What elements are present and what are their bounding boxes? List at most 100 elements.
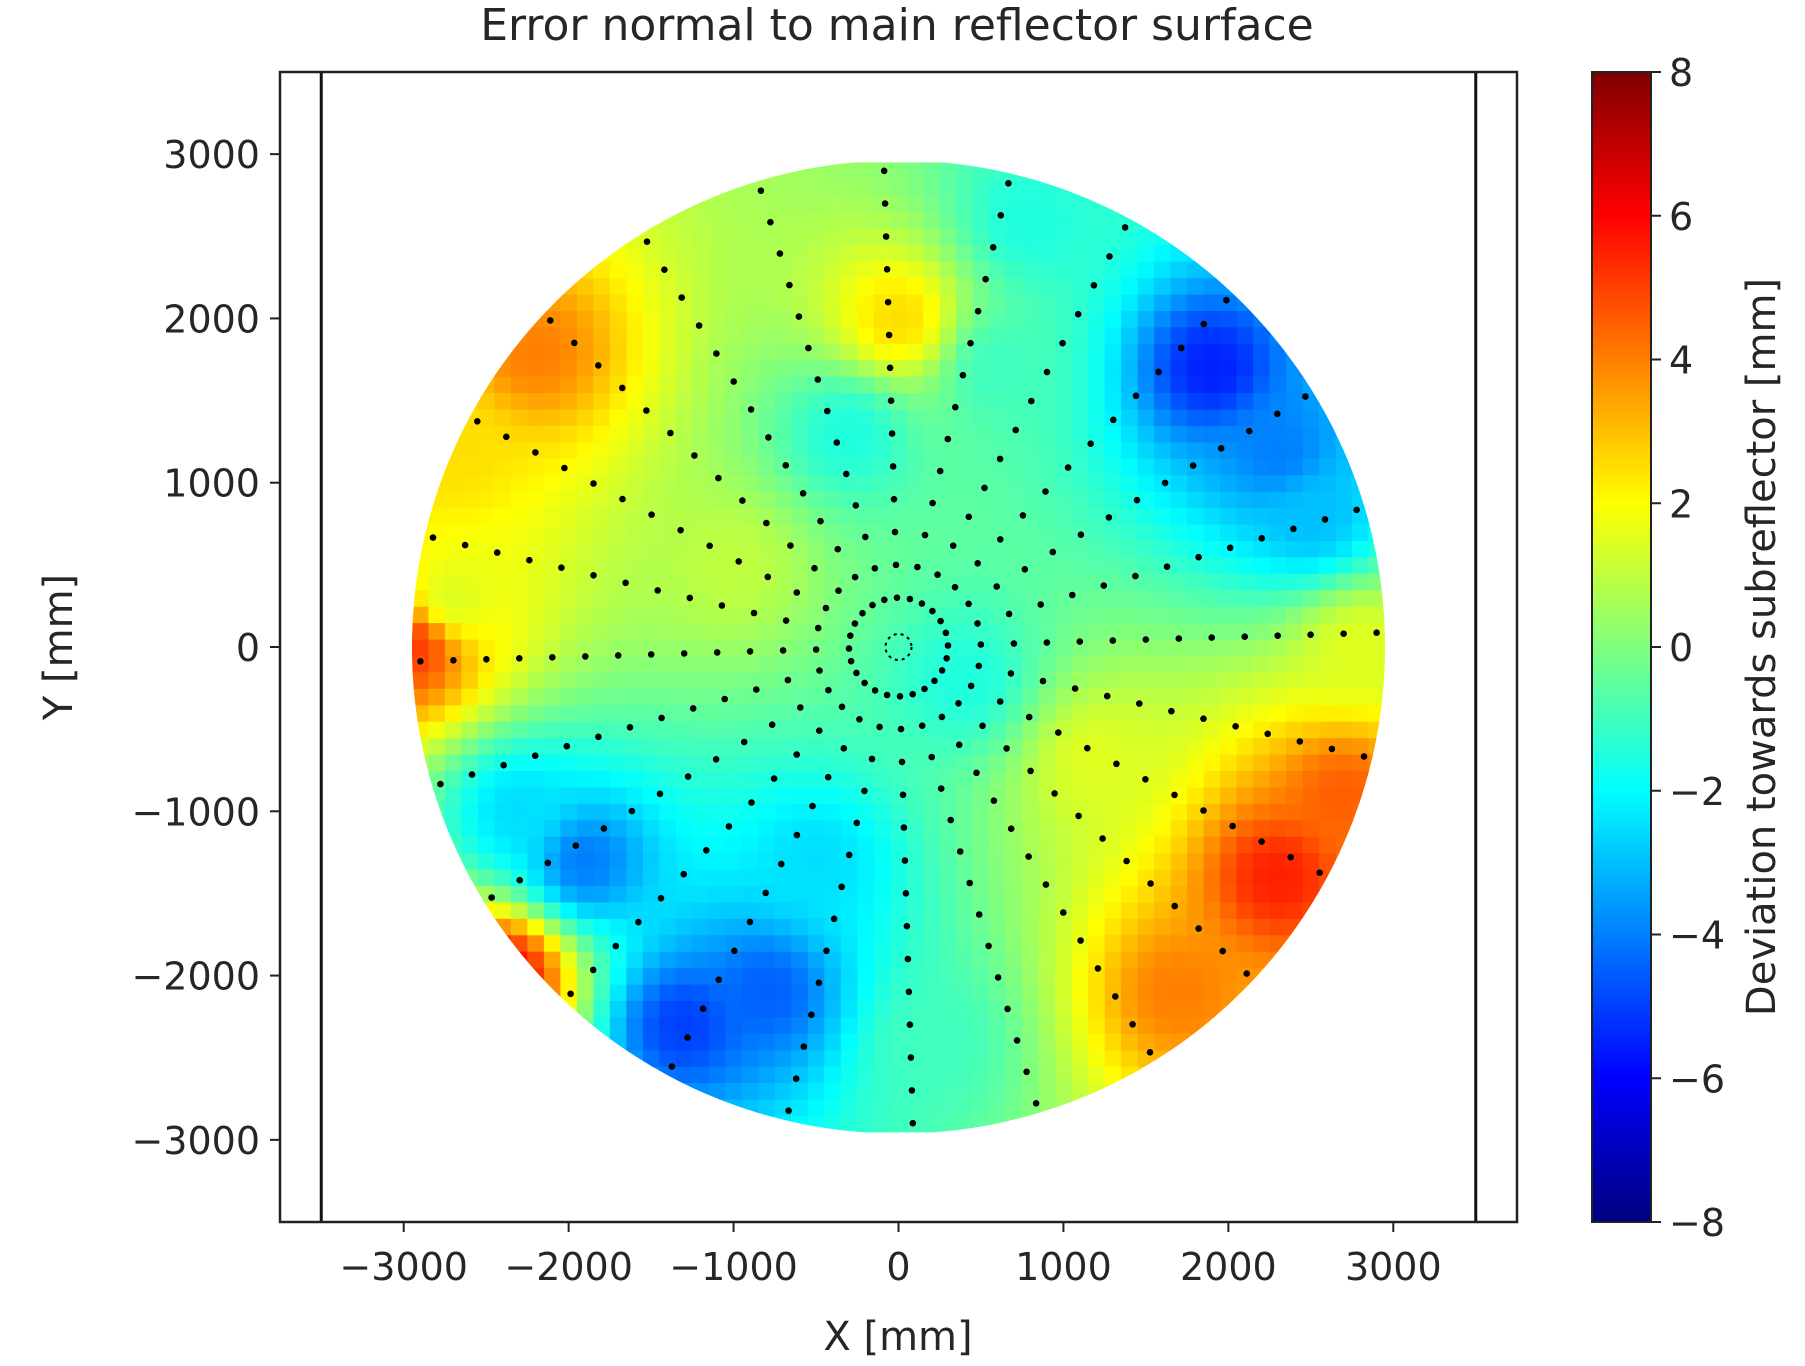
measurement-point xyxy=(965,600,972,608)
measurement-point xyxy=(979,722,986,730)
measurement-point xyxy=(1071,685,1079,692)
x-tick-label: 0 xyxy=(886,1245,910,1289)
measurement-point xyxy=(1136,700,1143,707)
measurement-point xyxy=(937,617,944,625)
measurement-point xyxy=(657,894,665,902)
measurement-point xyxy=(739,497,746,504)
y-axis-label: Y [mm] xyxy=(36,574,82,721)
measurement-point xyxy=(656,790,664,798)
measurement-point xyxy=(944,642,952,649)
colorbar-tick-label: 8 xyxy=(1669,51,1693,95)
measurement-point xyxy=(1113,760,1120,768)
measurement-point xyxy=(1012,426,1019,434)
measurement-point xyxy=(816,667,823,674)
measurement-point xyxy=(869,601,876,609)
measurement-point xyxy=(1004,1005,1011,1013)
measurement-point xyxy=(1123,857,1130,865)
measurement-point xyxy=(974,560,981,567)
measurement-point xyxy=(526,556,533,564)
measurement-point xyxy=(1090,282,1098,289)
measurement-point xyxy=(1229,822,1236,830)
measurement-point xyxy=(847,657,855,665)
measurement-point xyxy=(643,407,650,414)
measurement-point xyxy=(883,266,891,273)
measurement-point xyxy=(852,502,860,509)
measurement-point xyxy=(600,825,608,832)
measurement-point xyxy=(833,439,841,446)
colorbar: 8 6 4 2 0 −2 −4 −6 −8 Deviation towards subrefle… xyxy=(1591,51,1785,1245)
measurement-point xyxy=(782,462,790,469)
measurement-point xyxy=(800,1043,808,1050)
measurement-point xyxy=(1037,601,1044,608)
measurement-point xyxy=(691,452,698,459)
measurement-point xyxy=(590,572,597,579)
measurement-point xyxy=(1112,993,1119,1000)
measurement-point xyxy=(1042,488,1049,495)
measurement-point xyxy=(715,474,722,482)
measurement-point xyxy=(876,723,883,731)
measurement-point xyxy=(764,573,772,581)
measurement-point xyxy=(1028,397,1035,405)
measurement-point xyxy=(1258,838,1265,845)
measurement-point xyxy=(1105,514,1113,521)
colorbar-tick-label: −8 xyxy=(1669,1201,1725,1245)
measurement-point xyxy=(1100,582,1108,589)
measurement-point xyxy=(908,1087,916,1094)
measurement-point xyxy=(1146,1049,1154,1056)
measurement-point xyxy=(1099,835,1106,842)
measurement-point xyxy=(949,542,957,549)
centre-ring xyxy=(884,633,913,661)
measurement-point xyxy=(943,655,950,662)
measurement-point xyxy=(1039,677,1047,685)
measurement-point xyxy=(787,542,794,549)
measurement-point xyxy=(1360,753,1368,760)
measurement-point xyxy=(1103,692,1111,700)
measurement-point xyxy=(843,470,850,478)
measurement-point xyxy=(1106,253,1113,260)
measurement-point xyxy=(918,722,926,729)
measurement-point xyxy=(563,742,571,750)
measurement-point xyxy=(763,519,770,527)
measurement-point xyxy=(589,966,597,974)
measurement-point xyxy=(1084,744,1091,752)
measurement-point xyxy=(797,704,804,711)
measurement-point xyxy=(861,787,868,795)
x-tick-label: 3000 xyxy=(1345,1245,1442,1289)
measurement-point xyxy=(886,364,894,372)
measurement-point xyxy=(567,990,574,998)
y-axis: −3000 −2000 −1000 0 1000 2000 3000 xyxy=(131,133,280,1163)
measurement-point xyxy=(1060,909,1067,916)
measurement-point xyxy=(823,947,830,955)
measurement-point xyxy=(1023,1068,1030,1076)
measurement-point xyxy=(1189,462,1197,469)
measurement-point xyxy=(680,650,688,657)
y-tick-label: −1000 xyxy=(131,790,260,834)
measurement-point xyxy=(1076,638,1084,645)
measurement-point xyxy=(902,890,910,897)
measurement-point xyxy=(547,317,554,324)
measurement-point xyxy=(619,495,626,503)
chart-title: Error normal to main reflector surface xyxy=(480,0,1314,51)
measurement-point xyxy=(909,1119,917,1127)
measurement-point xyxy=(1175,635,1183,642)
measurement-point xyxy=(544,859,552,867)
measurement-point xyxy=(429,534,437,541)
colorbar-label: Deviation towards subreflector [mm] xyxy=(1739,278,1785,1016)
measurement-point xyxy=(1217,445,1225,452)
measurement-point xyxy=(1243,970,1250,977)
measurement-point xyxy=(713,350,720,357)
measurement-point xyxy=(885,331,893,339)
measurement-point xyxy=(647,651,655,658)
x-tick-label: 2000 xyxy=(1180,1245,1277,1289)
measurement-point xyxy=(906,595,914,603)
measurement-point xyxy=(884,298,892,306)
measurement-point xyxy=(1200,715,1207,722)
measurement-point xyxy=(748,799,755,806)
measurement-point xyxy=(952,403,959,411)
x-tick-label: −2000 xyxy=(504,1245,633,1289)
measurement-point xyxy=(975,662,983,670)
measurement-point xyxy=(757,187,765,194)
measurement-point xyxy=(750,609,758,617)
